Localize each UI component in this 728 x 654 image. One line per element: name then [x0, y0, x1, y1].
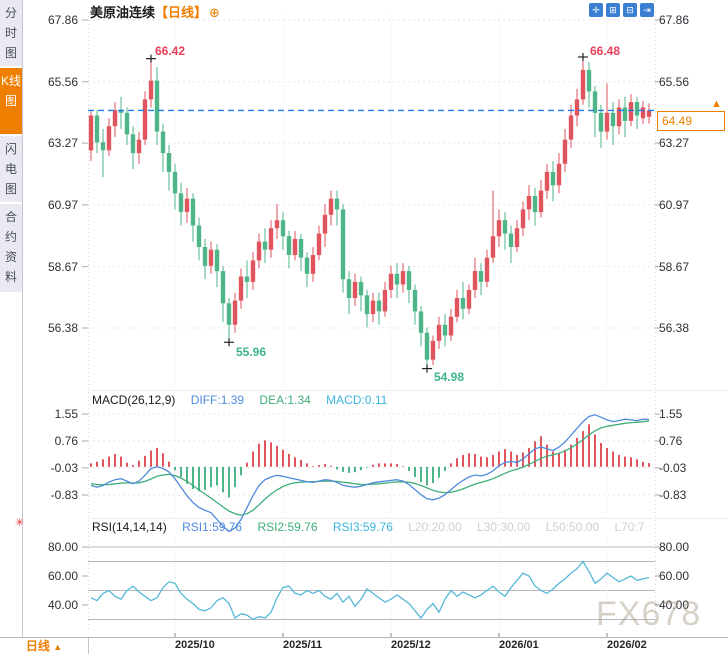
macd-hist-value: MACD:0.11 [326, 393, 388, 407]
macd-header: MACD(26,12,9) DIFF:1.39 DEA:1.34 MACD:0.… [92, 393, 399, 407]
y-label: 63.27 [47, 136, 78, 150]
rsi-header: RSI(14,14,14) RSI1:59.76 RSI2:59.76 RSI3… [92, 520, 656, 534]
high-annotation: 66.42 [155, 44, 186, 58]
period-tab-daily[interactable]: 日线 ▲ [0, 638, 89, 654]
rsi-l30-value: L30:30.00 [476, 520, 531, 534]
macd-y-label: 1.55 [54, 407, 78, 421]
zoom-out-chart-icon[interactable]: ⊟ [623, 3, 637, 17]
rsi3-value: RSI3:59.76 [332, 520, 393, 534]
period-tab-label: 日线 [25, 639, 50, 653]
macd-y-label: 0.76 [54, 434, 78, 448]
rsi-l50-value: L50:50.00 [545, 520, 600, 534]
y-label: 58.67 [659, 260, 690, 274]
live-indicator-icon: ✳ [15, 517, 25, 529]
add-indicator-icon[interactable]: ⊕ [209, 5, 220, 20]
macd-y-label: 0.76 [659, 434, 683, 448]
macd-diff-value: DIFF:1.39 [190, 393, 245, 407]
rsi-y-label: 40.00 [47, 598, 78, 612]
macd-name: MACD(26,12,9) [92, 393, 176, 407]
y-label: 65.56 [659, 75, 690, 89]
sidebar-tab-time-chart[interactable]: 分时图 [0, 0, 22, 66]
sidebar-tab-kline-chart[interactable]: K线图 [0, 68, 22, 134]
crosshair-icon[interactable]: ✛ [589, 3, 603, 17]
macd-y-label: 1.55 [659, 407, 683, 421]
rsi1-value: RSI1:59.76 [182, 520, 243, 534]
y-label: 65.56 [47, 75, 78, 89]
x-axis-label: 2025/11 [283, 639, 323, 651]
macd-y-label: -0.83 [659, 488, 687, 502]
y-label: 63.27 [659, 136, 690, 150]
macd-y-label: -0.03 [659, 461, 687, 475]
rsi-l70-value: L70:7 [614, 520, 645, 534]
x-axis-label: 2026/02 [607, 639, 647, 651]
macd-dea-value: DEA:1.34 [259, 393, 311, 407]
price-up-arrow-icon: ▲ [711, 98, 722, 110]
rsi-y-label: 40.00 [659, 598, 690, 612]
low-annotation: 55.96 [236, 345, 267, 359]
macd-y-label: -0.03 [50, 461, 78, 475]
rsi-y-label: 60.00 [47, 569, 78, 583]
period-up-arrow-icon: ▲ [53, 642, 63, 652]
macd-y-label: -0.83 [50, 488, 78, 502]
rsi-l20-value: L20:20.00 [408, 520, 462, 534]
exit-fullscreen-icon[interactable]: ⇥ [640, 3, 654, 17]
rsi-y-label: 80.00 [659, 540, 690, 554]
bottom-bar: 日线 ▲ [0, 637, 728, 654]
last-price-badge: 64.49 [657, 111, 725, 131]
y-label: 67.86 [47, 13, 78, 27]
rsi-y-label: 80.00 [47, 540, 78, 554]
low-annotation: 54.98 [434, 370, 465, 384]
rsi-y-label: 60.00 [659, 569, 690, 583]
plot-area[interactable] [88, 0, 655, 637]
sidebar: 分时图 K线图 闪电图 合约资料 [0, 0, 23, 654]
symbol-name: 美原油连续 [90, 5, 156, 20]
y-label: 56.38 [659, 321, 690, 335]
x-axis-label: 2025/10 [175, 639, 215, 651]
y-label: 56.38 [47, 321, 78, 335]
rsi-name: RSI(14,14,14) [92, 520, 167, 534]
y-label: 60.97 [47, 198, 78, 212]
chart-title: 美原油连续【日线】 ⊕ [90, 2, 220, 21]
x-axis-label: 2025/12 [391, 639, 431, 651]
high-annotation: 66.48 [590, 44, 621, 58]
sidebar-tab-lightning-chart[interactable]: 闪电图 [0, 136, 22, 202]
y-label: 67.86 [659, 13, 690, 27]
period-tag: 【日线】 [155, 5, 208, 20]
zoom-in-chart-icon[interactable]: ⊞ [606, 3, 620, 17]
fx678-watermark: FX678 [596, 595, 702, 633]
x-axis-label: 2026/01 [499, 639, 539, 651]
y-label: 60.97 [659, 198, 690, 212]
sidebar-tab-contract-info[interactable]: 合约资料 [0, 204, 22, 292]
rsi2-value: RSI2:59.76 [257, 520, 318, 534]
y-label: 58.67 [47, 260, 78, 274]
